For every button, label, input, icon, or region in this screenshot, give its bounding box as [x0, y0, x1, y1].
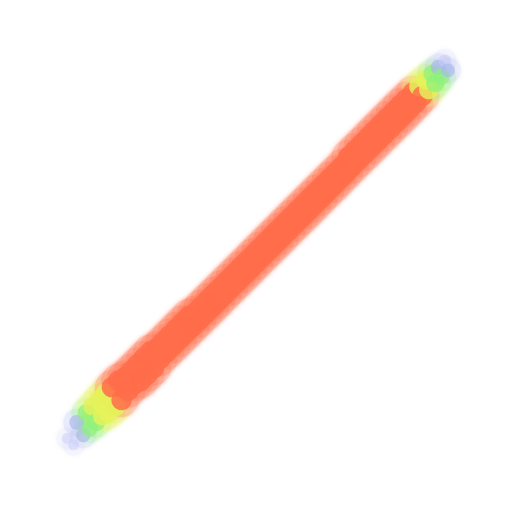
- density-point-layer: [61, 54, 455, 451]
- density-point: [441, 63, 455, 78]
- density-point: [68, 439, 80, 451]
